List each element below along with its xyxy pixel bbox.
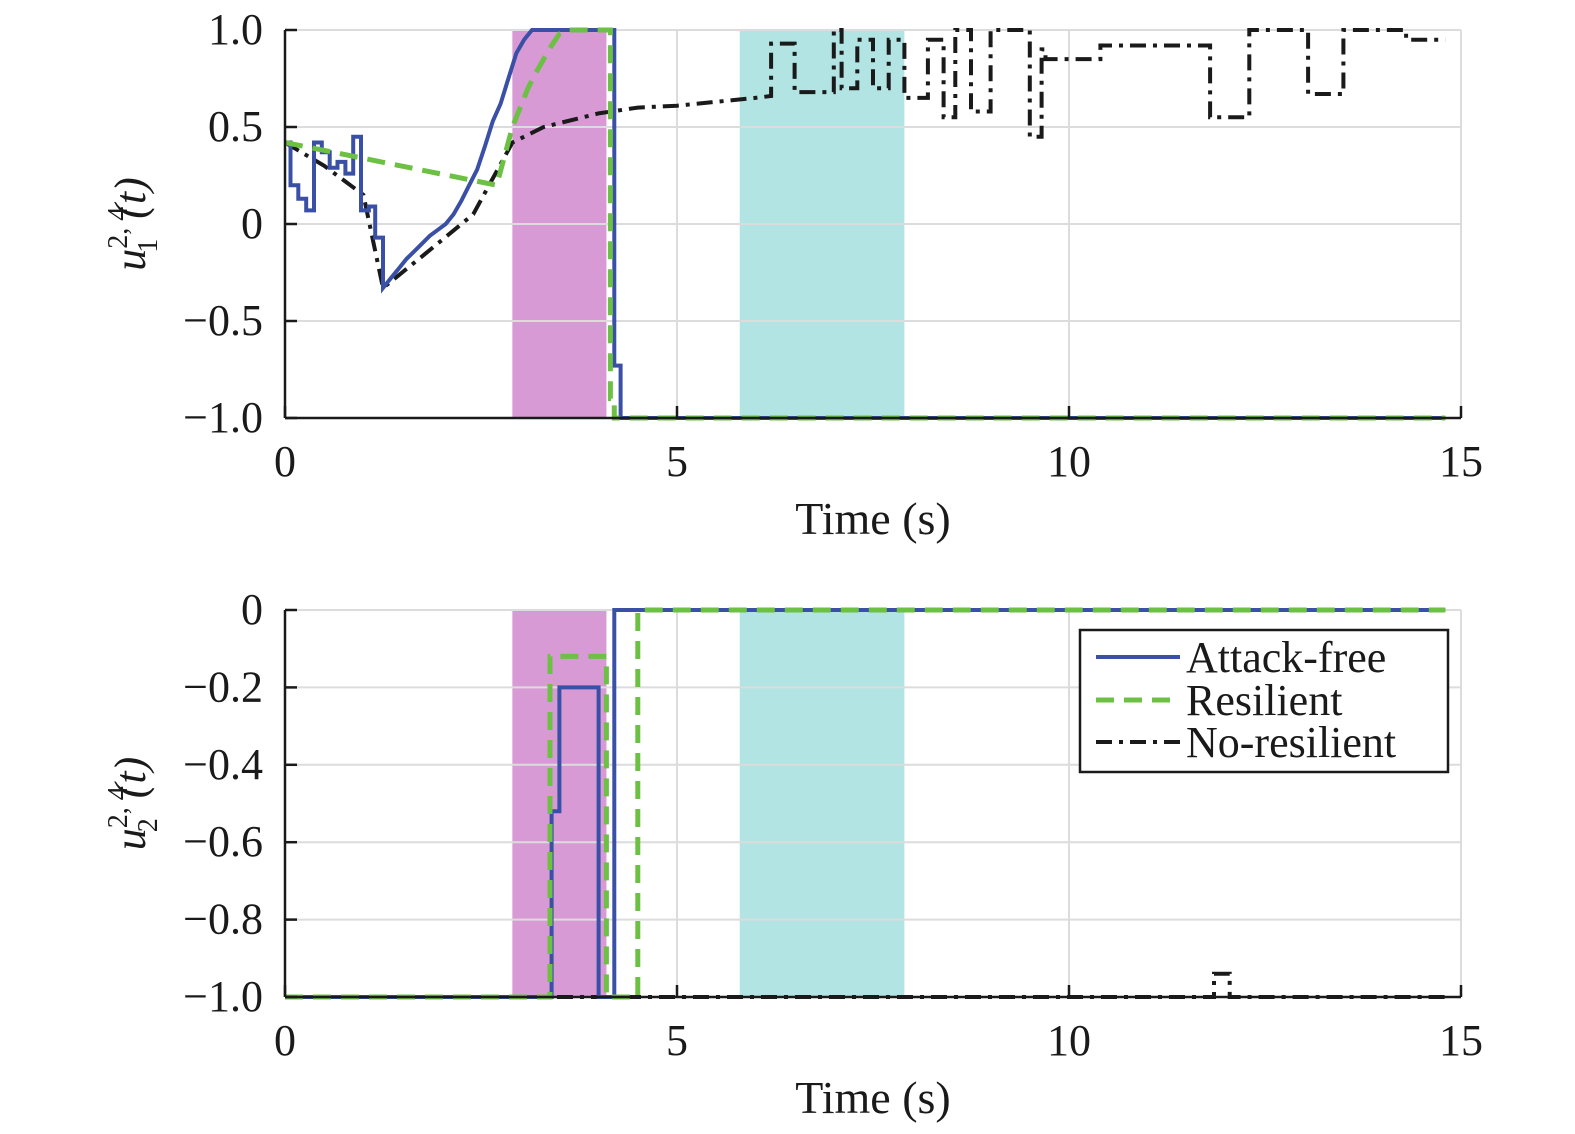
bottom-panel-u2: 0 5 10 15 −1.0 −0.8 −0.6 −0.4 −0.2 0 Time (s) u2, 4… xyxy=(103,585,1483,1123)
y-axis-label: u2, 42(t) xyxy=(103,757,164,851)
x-tick-label: 0 xyxy=(274,1016,296,1065)
x-tick-label: 5 xyxy=(666,1016,688,1065)
y-tick-label: 0.5 xyxy=(208,102,263,151)
y-axis-label: u2, 41(t) xyxy=(103,177,164,271)
x-tick-label: 10 xyxy=(1047,437,1091,486)
y-tick-label: 0 xyxy=(241,199,263,248)
legend-label: Resilient xyxy=(1186,676,1342,725)
y-tick-label: −0.5 xyxy=(183,296,263,345)
x-axis-label: Time (s) xyxy=(795,493,951,544)
y-tick-label: −0.8 xyxy=(183,895,263,944)
y-tick-label: −0.6 xyxy=(183,817,263,866)
legend-label: No-resilient xyxy=(1186,718,1396,767)
x-tick-label: 10 xyxy=(1047,1016,1091,1065)
x-tick-label: 15 xyxy=(1439,1016,1483,1065)
y-tick-label: −0.2 xyxy=(183,662,263,711)
shaded-region-1 xyxy=(739,610,905,997)
series-line-resilient xyxy=(284,27,1446,421)
top-panel-u1: 0 5 10 15 −1.0 −0.5 0 0.5 1.0 Time (s) u2, 41(t) xyxy=(103,5,1483,544)
series-line-no-resilient xyxy=(283,28,1446,292)
y-tick-label: −1.0 xyxy=(183,972,263,1021)
y-tick-label: 1.0 xyxy=(208,5,263,54)
y-tick-label: 0 xyxy=(241,585,263,634)
series-line-resilient xyxy=(285,607,1446,1000)
series-line-attack-free xyxy=(285,608,1446,999)
x-tick-label: 0 xyxy=(274,437,296,486)
legend-label: Attack-free xyxy=(1186,633,1386,682)
y-tick-label: −1.0 xyxy=(183,393,263,442)
x-axis-label: Time (s) xyxy=(795,1072,951,1123)
x-tick-label: 15 xyxy=(1439,437,1483,486)
x-tick-label: 5 xyxy=(666,437,688,486)
y-tick-label: −0.4 xyxy=(183,740,263,789)
